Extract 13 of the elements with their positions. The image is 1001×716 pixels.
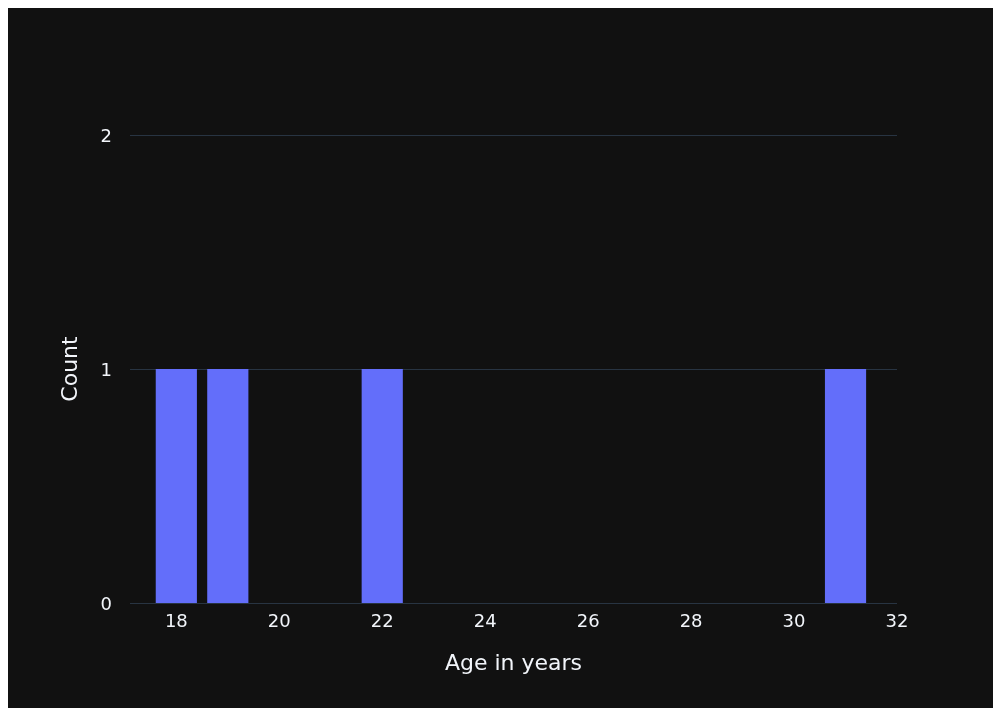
x-tick-label: 26 — [576, 609, 600, 631]
y-tick-label: 0 — [100, 592, 112, 614]
y-axis-title: Count — [56, 335, 82, 402]
x-tick-label: 20 — [267, 609, 291, 631]
x-tick-label: 32 — [885, 609, 909, 631]
x-tick-label: 22 — [370, 609, 394, 631]
x-tick-label: 30 — [782, 609, 806, 631]
x-tick-label: 18 — [164, 609, 188, 631]
x-axis-title: Age in years — [444, 649, 583, 675]
x-tick-label: 28 — [679, 609, 703, 631]
x-tick-label: 24 — [473, 609, 497, 631]
y-tick-label: 2 — [100, 124, 112, 146]
y-tick-label: 1 — [100, 358, 112, 380]
